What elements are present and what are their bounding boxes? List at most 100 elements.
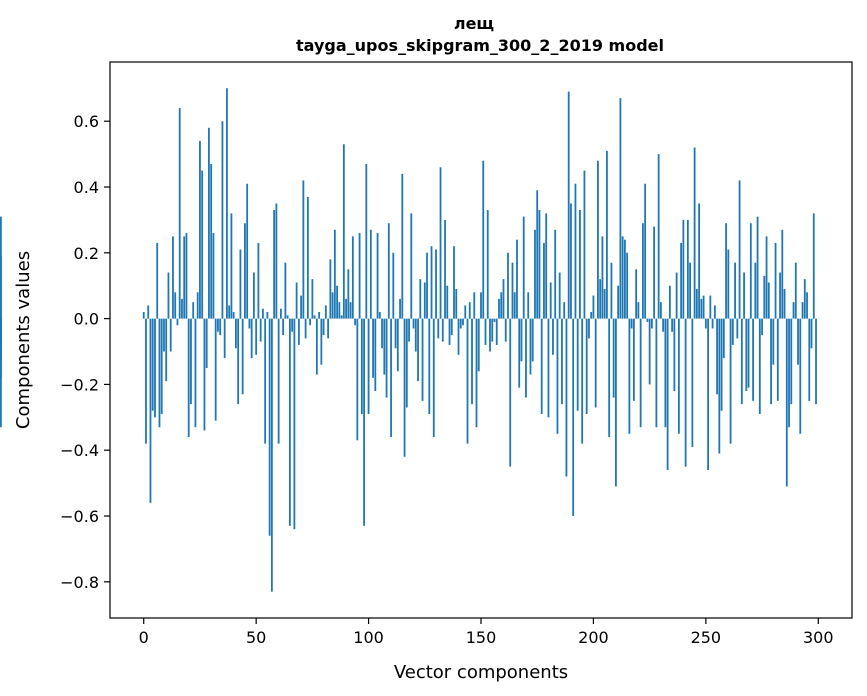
bar (405, 318, 408, 408)
bar (248, 318, 251, 329)
bar (561, 318, 563, 405)
bar (612, 318, 615, 398)
bar (174, 292, 177, 319)
bar (794, 262, 797, 319)
bar (149, 318, 152, 503)
bars-group (0, 88, 817, 592)
bar (698, 203, 701, 319)
bar (689, 262, 692, 319)
bar (167, 272, 170, 319)
bar (657, 154, 660, 319)
bar (351, 236, 354, 319)
bar (718, 318, 721, 454)
bar (725, 223, 727, 319)
bar (583, 170, 586, 319)
bar (790, 318, 793, 405)
bar (752, 318, 754, 401)
bar (365, 163, 368, 319)
bar (736, 318, 739, 339)
bar (635, 269, 638, 319)
bar (322, 318, 325, 336)
bar (709, 295, 712, 319)
bar (664, 318, 667, 428)
bar (347, 269, 350, 319)
bar (693, 147, 696, 319)
bar (549, 282, 552, 319)
bar (275, 203, 278, 319)
bar (713, 305, 716, 319)
bar (163, 318, 165, 352)
bar (756, 216, 759, 319)
bar (686, 219, 689, 319)
bar (536, 190, 539, 319)
bar (444, 219, 446, 319)
bar (165, 318, 168, 382)
bar (448, 318, 451, 345)
bar (632, 318, 635, 401)
y-axis-label: Components values (13, 251, 34, 429)
bar (383, 318, 386, 375)
bar (788, 318, 790, 428)
bar (255, 318, 258, 355)
bar (785, 318, 788, 487)
bar (291, 318, 294, 332)
bar (304, 318, 307, 339)
bar (259, 318, 262, 342)
bar (540, 318, 543, 415)
bar (680, 242, 683, 319)
bar (432, 318, 435, 438)
bar (491, 318, 494, 342)
bar (776, 318, 779, 401)
bar (522, 216, 525, 319)
bar (513, 292, 516, 319)
bar (235, 318, 237, 349)
bar (745, 318, 748, 391)
bar (142, 312, 145, 319)
bar (695, 289, 698, 319)
bar (421, 318, 424, 401)
bar (747, 318, 750, 388)
bar (219, 318, 222, 336)
y-tick-label: −0.6 (60, 507, 99, 526)
x-tick-label: 250 (691, 628, 722, 647)
bar (390, 318, 392, 438)
bar (516, 239, 518, 319)
bar (181, 298, 183, 319)
bar (558, 272, 561, 319)
bar (250, 318, 253, 359)
bar (624, 239, 626, 319)
bar (0, 318, 2, 378)
bar (671, 318, 674, 332)
bar (435, 249, 437, 319)
bar (199, 140, 201, 319)
bar (675, 272, 678, 319)
bar (655, 318, 658, 428)
bar (783, 289, 786, 319)
bar (169, 318, 172, 352)
bar (711, 318, 714, 329)
bar (196, 292, 199, 319)
bar (810, 318, 813, 349)
bar (145, 318, 147, 444)
bar (617, 285, 620, 319)
x-tick-label: 150 (466, 628, 497, 647)
bar (531, 318, 534, 362)
bar (662, 318, 665, 332)
bar (333, 229, 336, 319)
bar (156, 242, 159, 319)
bar (779, 272, 781, 319)
bar (590, 312, 593, 319)
bar (261, 308, 264, 319)
bar (264, 318, 267, 444)
bar (369, 229, 372, 319)
bar (471, 318, 473, 405)
bar (342, 144, 345, 319)
bar (228, 305, 231, 319)
chart-title: лещ (454, 14, 494, 33)
bar (297, 318, 300, 345)
bar (668, 285, 671, 319)
bar (480, 292, 482, 319)
bar (450, 318, 453, 336)
y-tick-label: −0.2 (60, 375, 99, 394)
